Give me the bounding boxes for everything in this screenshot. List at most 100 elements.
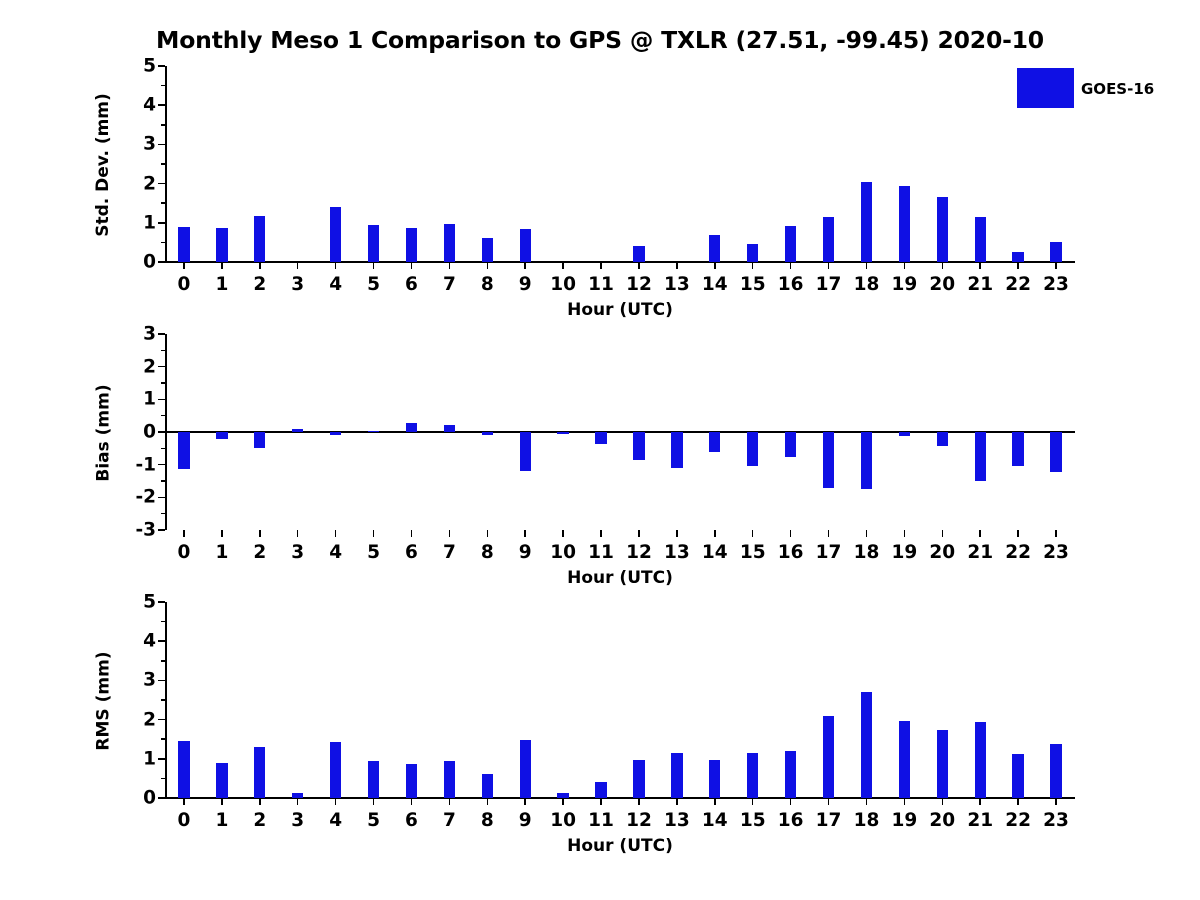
bar	[974, 721, 986, 798]
x-axis-tick	[979, 798, 981, 805]
x-axis-tick	[410, 530, 413, 537]
bar	[784, 432, 797, 457]
x-axis-tick-label: 1	[215, 542, 229, 563]
bar	[1050, 432, 1062, 472]
x-axis-tick	[372, 262, 375, 269]
y-axis-tick-label: -3	[135, 519, 156, 541]
x-axis-tick-label: 0	[177, 810, 191, 831]
bar	[481, 432, 493, 436]
x-axis-tick	[600, 262, 602, 269]
bar	[367, 760, 380, 798]
x-axis-tick	[1017, 530, 1019, 537]
x-axis-tick	[372, 798, 375, 805]
x-axis-tick	[296, 262, 299, 269]
x-axis-tick-label: 12	[626, 542, 652, 563]
bar	[178, 432, 190, 469]
x-axis-tick-label: 18	[853, 810, 880, 831]
x-axis-tick	[334, 530, 337, 537]
y-axis-tick-label: 3	[143, 323, 156, 345]
x-axis-tick-label: 2	[253, 542, 267, 563]
x-axis-title: Hour (UTC)	[567, 300, 673, 320]
y-axis-minor-tick	[160, 163, 165, 165]
x-axis-tick-label: 18	[853, 542, 880, 563]
bar	[936, 432, 948, 446]
subplot-rms: 0 1 2 3 4 5 0 1 2 3 4 5 6 7 8 9 10 11 12 13 14 15 16 17 18 19 20 21…	[93, 592, 1075, 856]
x-axis-tick	[448, 262, 451, 269]
x-axis-tick-label: 22	[1005, 542, 1031, 563]
y-axis-tick	[158, 104, 165, 106]
x-axis-baseline	[165, 431, 1075, 433]
x-axis-tick	[903, 262, 906, 269]
bar	[405, 423, 418, 432]
bar	[860, 692, 873, 798]
x-axis-tick-label: 10	[550, 274, 576, 295]
bar	[747, 432, 759, 467]
x-axis-tick	[296, 798, 299, 805]
y-axis-minor-tick	[160, 414, 165, 417]
x-axis-tick	[789, 798, 792, 805]
x-axis-tick-label: 2	[253, 274, 267, 295]
y-axis-tick-label: 2	[143, 709, 156, 731]
x-axis-tick	[486, 530, 489, 537]
x-axis-tick-label: 9	[518, 542, 532, 563]
bar	[254, 747, 266, 798]
x-axis-tick	[486, 798, 489, 805]
x-axis-tick-label: 21	[967, 542, 994, 563]
x-axis-tick-label: 17	[815, 810, 842, 831]
bar	[709, 234, 721, 262]
x-axis-tick	[448, 530, 451, 537]
y-axis-tick	[158, 601, 165, 603]
y-axis-tick-label: 2	[143, 173, 156, 195]
bar	[747, 243, 759, 262]
x-axis-tick	[562, 262, 564, 269]
x-axis-tick	[827, 798, 830, 805]
x-axis-tick-label: 14	[701, 542, 728, 563]
x-axis-tick	[183, 530, 185, 537]
y-axis-title: Bias (mm)	[93, 384, 114, 482]
bar	[671, 752, 683, 798]
x-axis-tick	[789, 262, 792, 269]
x-axis-tick-label: 9	[518, 274, 532, 295]
x-axis-tick-label: 11	[588, 274, 614, 295]
bar	[936, 730, 948, 798]
x-axis-tick-label: 18	[853, 274, 880, 295]
plot-area-std-dev: 0 1 2 3 4 5 0 1 2 3 4 5 6 7 8 9 10 11 12 13 14 15 16 17 18 19 20 21…	[93, 56, 1075, 320]
y-axis-tick-label: 5	[143, 55, 156, 77]
x-axis-tick	[334, 798, 337, 805]
x-axis-tick	[751, 530, 754, 537]
bar	[1050, 242, 1062, 262]
subplot-std-dev: 0 1 2 3 4 5 0 1 2 3 4 5 6 7 8 9 10 11 12 13 14 15 16 17 18 19 20 21…	[93, 56, 1075, 320]
x-axis-tick-label: 14	[701, 274, 728, 295]
bar	[519, 740, 531, 798]
x-axis-tick	[410, 798, 413, 805]
x-axis-title: Hour (UTC)	[567, 836, 673, 856]
y-axis-minor-tick	[160, 124, 165, 126]
x-axis-tick-label: 11	[588, 810, 614, 831]
x-axis-tick	[600, 798, 602, 805]
y-axis-minor-tick	[160, 241, 165, 244]
y-axis-tick	[158, 398, 165, 401]
bar	[443, 760, 456, 798]
y-axis-tick	[158, 65, 165, 67]
bar	[216, 227, 228, 262]
x-axis-tick	[638, 798, 640, 805]
x-axis-tick	[600, 530, 602, 537]
x-axis-tick	[903, 798, 906, 805]
y-axis-tick-label: 3	[143, 133, 156, 155]
x-axis-tick-label: 21	[967, 810, 994, 831]
x-axis-title: Hour (UTC)	[567, 568, 673, 588]
y-axis-minor-tick	[160, 84, 165, 87]
x-axis-tick-label: 12	[626, 810, 652, 831]
x-axis-tick-label: 16	[777, 542, 804, 563]
y-axis-tick	[158, 496, 165, 499]
x-axis-tick-label: 23	[1043, 542, 1069, 563]
x-axis-tick-label: 5	[367, 810, 380, 831]
y-axis-title: Std. Dev. (mm)	[92, 93, 113, 237]
y-axis-tick-label: 5	[143, 591, 156, 613]
bar	[329, 206, 342, 262]
y-axis-minor-tick	[160, 699, 165, 701]
bar	[557, 432, 569, 435]
x-axis-tick	[979, 530, 981, 537]
x-axis-tick	[259, 530, 261, 537]
x-axis-tick	[638, 262, 640, 269]
